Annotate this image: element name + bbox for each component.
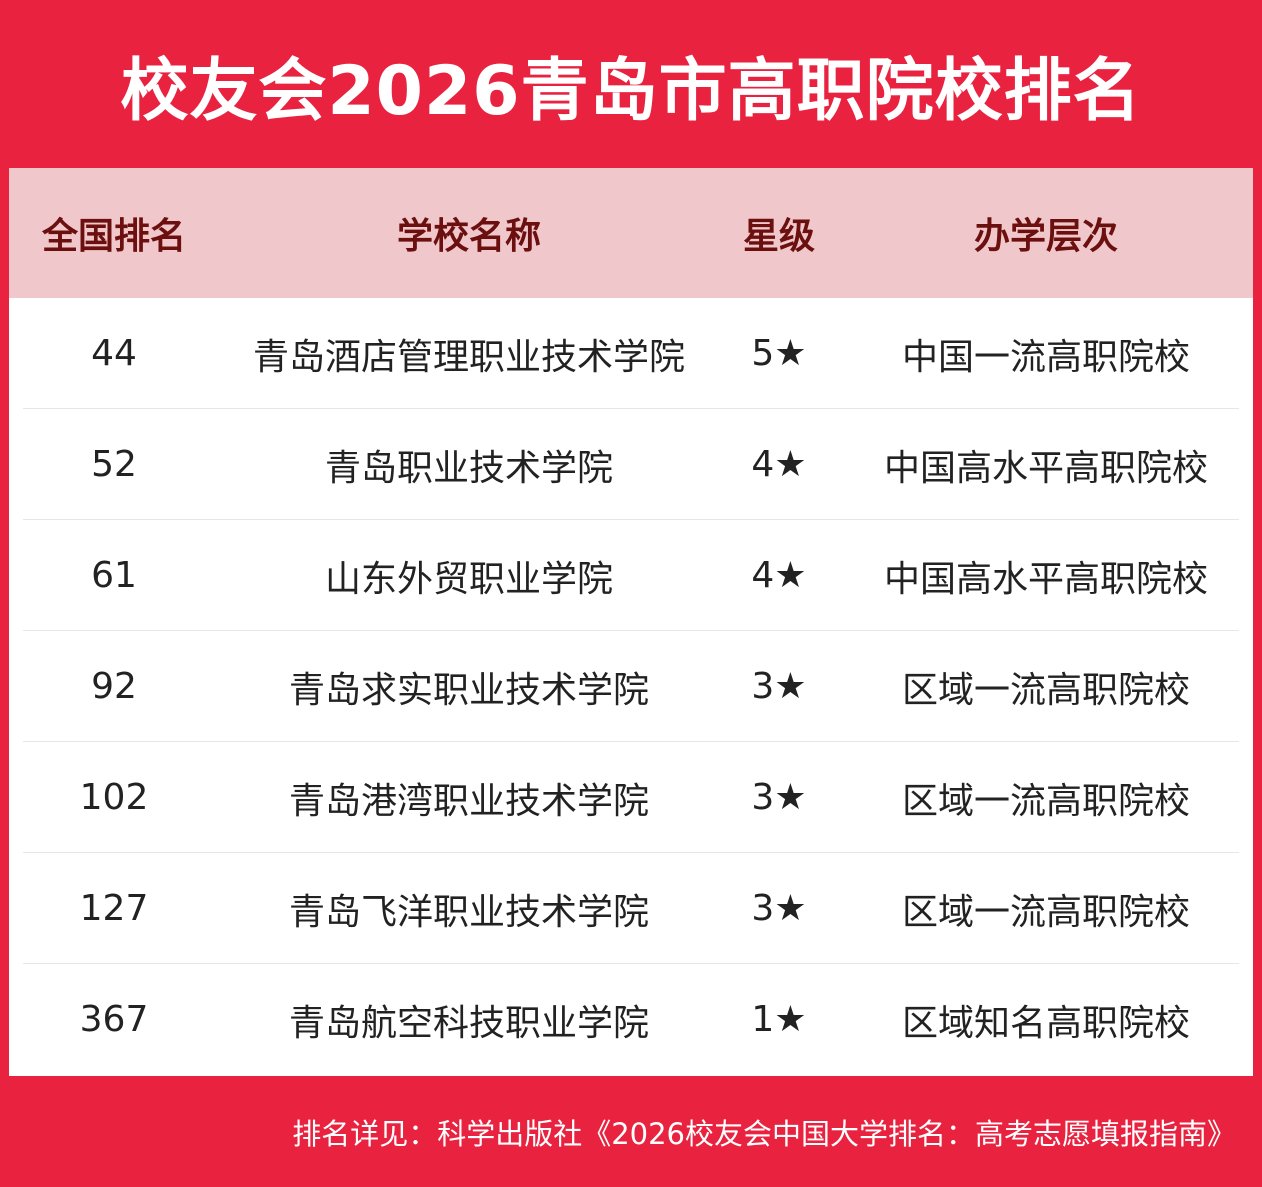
- cell-rank: 102: [79, 777, 149, 818]
- cell-level: 区域一流高职院校: [901, 669, 1190, 711]
- table-header: 全国排名 学校名称 星级 办学层次: [9, 168, 1253, 298]
- cell-level: 中国高水平高职院校: [883, 558, 1208, 600]
- table-row: 367 青岛航空科技职业学院 1★ 区域知名高职院校: [9, 964, 1253, 1075]
- cell-name: 青岛港湾职业技术学院: [288, 780, 649, 822]
- cell-rank: 92: [91, 666, 137, 707]
- source-note: 排名详见：科学出版社《2026校友会中国大学排名：高考志愿填报指南》: [292, 1116, 1236, 1151]
- cell-star: 4★: [751, 444, 807, 485]
- cell-rank: 44: [91, 333, 137, 374]
- cell-star: 5★: [751, 333, 807, 374]
- table-row: 61 山东外贸职业学院 4★ 中国高水平高职院校: [9, 520, 1253, 631]
- table-row: 92 青岛求实职业技术学院 3★ 区域一流高职院校: [9, 631, 1253, 742]
- cell-rank: 52: [91, 444, 137, 485]
- header-star: 星级: [742, 216, 815, 257]
- table-row: 102 青岛港湾职业技术学院 3★ 区域一流高职院校: [9, 742, 1253, 853]
- cell-star: 3★: [751, 777, 807, 818]
- row-divider: [23, 408, 1239, 409]
- row-divider: [23, 630, 1239, 631]
- cell-star: 1★: [751, 999, 807, 1040]
- cell-level: 中国高水平高职院校: [883, 447, 1208, 489]
- header-level: 办学层次: [973, 216, 1118, 257]
- cell-name: 山东外贸职业学院: [324, 558, 613, 600]
- cell-name: 青岛飞洋职业技术学院: [288, 891, 649, 933]
- cell-rank: 367: [79, 999, 149, 1040]
- cell-star: 3★: [751, 888, 807, 929]
- cell-level: 区域一流高职院校: [901, 891, 1190, 933]
- cell-star: 3★: [751, 666, 807, 707]
- ranking-table: 全国排名 学校名称 星级 办学层次 44 青岛酒店管理职业技术学院 5★ 中国一…: [9, 168, 1253, 1076]
- cell-name: 青岛航空科技职业学院: [288, 1002, 649, 1044]
- cell-rank: 61: [91, 555, 137, 596]
- page-title: 校友会2026青岛市高职院校排名: [120, 51, 1142, 131]
- cell-level: 区域一流高职院校: [901, 780, 1190, 822]
- cell-name: 青岛职业技术学院: [324, 447, 613, 489]
- row-divider: [23, 519, 1239, 520]
- cell-rank: 127: [79, 888, 149, 929]
- row-divider: [23, 852, 1239, 853]
- row-divider: [23, 963, 1239, 964]
- cell-level: 中国一流高职院校: [901, 336, 1190, 378]
- cell-name: 青岛求实职业技术学院: [288, 669, 649, 711]
- cell-name: 青岛酒店管理职业技术学院: [252, 336, 685, 378]
- table-row: 127 青岛飞洋职业技术学院 3★ 区域一流高职院校: [9, 853, 1253, 964]
- table-row: 52 青岛职业技术学院 4★ 中国高水平高职院校: [9, 409, 1253, 520]
- header-rank: 全国排名: [41, 216, 186, 257]
- header-name: 学校名称: [396, 216, 541, 257]
- row-divider: [23, 741, 1239, 742]
- cell-star: 4★: [751, 555, 807, 596]
- table-row: 44 青岛酒店管理职业技术学院 5★ 中国一流高职院校: [9, 298, 1253, 409]
- cell-level: 区域知名高职院校: [901, 1002, 1190, 1044]
